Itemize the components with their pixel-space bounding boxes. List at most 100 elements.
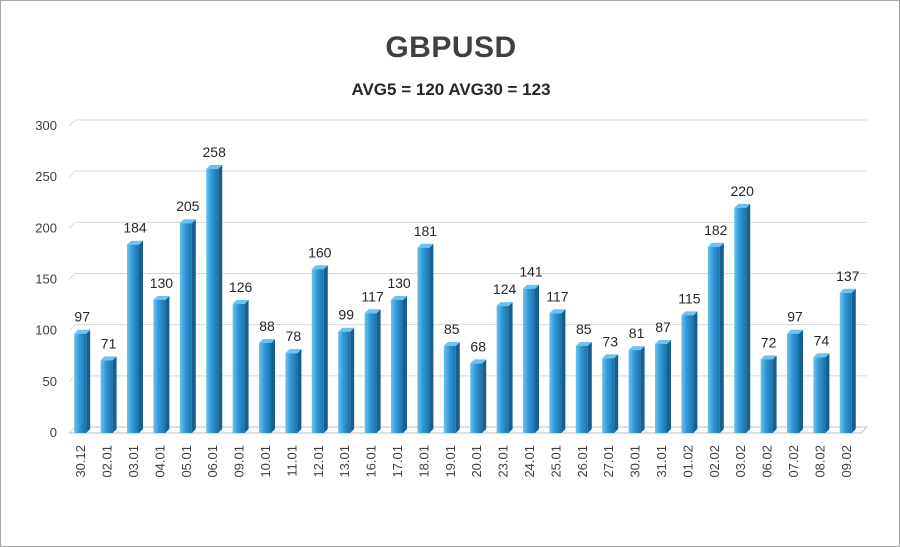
data-label: 99 [338, 307, 354, 323]
data-label: 205 [176, 198, 200, 214]
bar-top [549, 309, 566, 314]
bar-front [628, 350, 641, 433]
bar [496, 302, 513, 433]
x-tick-label: 30.12 [73, 445, 88, 478]
x-tick-label: 06.01 [205, 445, 220, 478]
bar-top [813, 353, 830, 358]
bar-top [707, 242, 724, 247]
data-label: 182 [704, 222, 728, 238]
data-label: 85 [576, 321, 592, 337]
bar-front [839, 292, 852, 433]
bar-top [338, 327, 355, 332]
bar [443, 342, 460, 433]
bar-front [100, 360, 113, 433]
bar-top [734, 203, 751, 208]
bar [127, 240, 143, 433]
x-tick-label: 30.01 [628, 445, 643, 478]
bar [655, 339, 671, 433]
x-tick-label: 02.01 [100, 445, 115, 478]
data-label: 220 [731, 183, 755, 199]
bar-top [839, 288, 856, 293]
bar-front [417, 247, 430, 433]
bar-side [297, 349, 302, 433]
bar-front [681, 315, 694, 433]
gridline-depth [68, 375, 76, 383]
x-tick-label: 04.01 [152, 445, 167, 478]
bar [417, 243, 434, 433]
bar-side [271, 338, 275, 433]
bar-top [179, 219, 196, 224]
bar-top [364, 309, 381, 314]
gridline-depth [68, 273, 76, 280]
bar-top [443, 342, 460, 347]
bar-top [232, 300, 249, 305]
bar-front [206, 168, 219, 434]
bar-front [734, 207, 747, 433]
bar-side [587, 342, 592, 433]
x-tick-label: 01.02 [680, 445, 695, 478]
bar [575, 342, 592, 433]
x-tick-label: 31.01 [654, 445, 669, 478]
bar-front [232, 304, 245, 433]
y-tick-label: 150 [35, 272, 57, 287]
bar-side [667, 339, 671, 433]
bar [602, 354, 619, 433]
y-tick-label: 200 [35, 220, 57, 235]
bar-side [561, 309, 566, 433]
bar [338, 327, 355, 433]
x-tick-label: 18.01 [416, 445, 431, 478]
bar [549, 309, 566, 433]
y-tick-label: 0 [50, 425, 57, 440]
data-label: 74 [814, 332, 830, 348]
bar-side [139, 240, 143, 433]
x-tick-label: 07.02 [786, 445, 801, 478]
bar [206, 164, 223, 434]
bar-front [760, 359, 773, 433]
x-tick-label: 26.01 [575, 445, 590, 478]
data-label: 72 [761, 334, 777, 350]
gridline-depth [68, 324, 76, 332]
x-axis-depth [860, 426, 868, 434]
x-tick-label: 03.01 [126, 445, 141, 478]
bar-side [112, 356, 117, 433]
bar [707, 242, 724, 433]
bar-top [285, 349, 302, 354]
x-tick-label: 09.02 [839, 445, 854, 478]
bar-side [323, 265, 328, 433]
gridline-depth [68, 221, 76, 229]
y-axis-ticks: 0 50 100 150 200 250 300 [35, 118, 57, 440]
bar-front [285, 353, 298, 433]
data-label: 130 [387, 275, 411, 291]
bar-side [403, 295, 407, 433]
x-tick-label: 17.01 [390, 445, 405, 478]
bars [74, 164, 856, 434]
bar-front [470, 363, 483, 433]
data-label: 137 [836, 268, 860, 284]
bar [813, 353, 830, 433]
bar [285, 349, 302, 433]
data-label: 258 [203, 144, 227, 160]
bar-front [496, 306, 509, 433]
gridline-depth [68, 426, 76, 434]
data-label: 115 [678, 290, 701, 306]
bar [74, 329, 91, 433]
bar-side [719, 242, 724, 433]
bar [839, 288, 856, 433]
bar-front [813, 357, 826, 433]
y-tick-label: 300 [35, 118, 57, 133]
bar-side [429, 243, 434, 433]
bar-top [496, 302, 513, 307]
data-label: 117 [361, 288, 384, 304]
x-tick-label: 13.01 [337, 445, 352, 478]
bar-front [707, 246, 720, 433]
bar [628, 346, 645, 433]
x-tick-label: 12.01 [311, 445, 326, 478]
bar-front [259, 342, 271, 433]
data-label: 184 [123, 220, 147, 236]
bar [153, 295, 170, 433]
chart-title: GBPUSD [385, 31, 517, 64]
bar [100, 356, 117, 433]
bar [259, 338, 275, 433]
bar [523, 284, 539, 433]
gridline-depth [68, 119, 76, 127]
